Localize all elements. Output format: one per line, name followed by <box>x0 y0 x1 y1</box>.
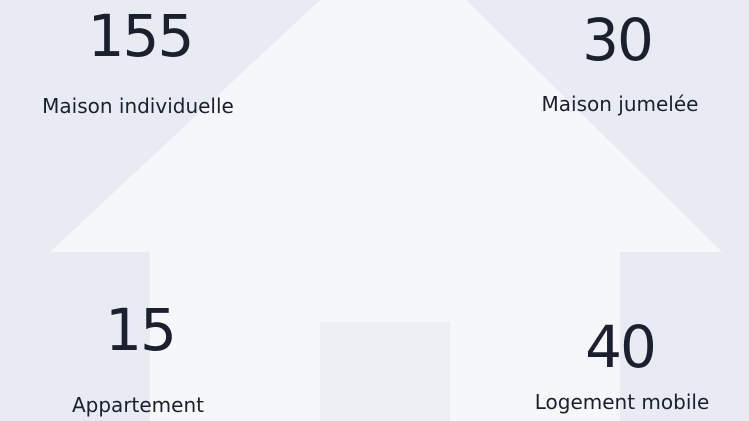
count: 30 <box>582 6 652 74</box>
label: Appartement <box>72 393 204 417</box>
label: Logement mobile <box>535 390 710 414</box>
house-door <box>320 322 450 421</box>
label: Maison jumelée <box>542 92 699 116</box>
label: Maison individuelle <box>42 94 234 118</box>
count: 15 <box>105 296 175 364</box>
count: 155 <box>88 2 193 70</box>
count: 40 <box>585 313 655 381</box>
house-roof <box>50 0 722 252</box>
